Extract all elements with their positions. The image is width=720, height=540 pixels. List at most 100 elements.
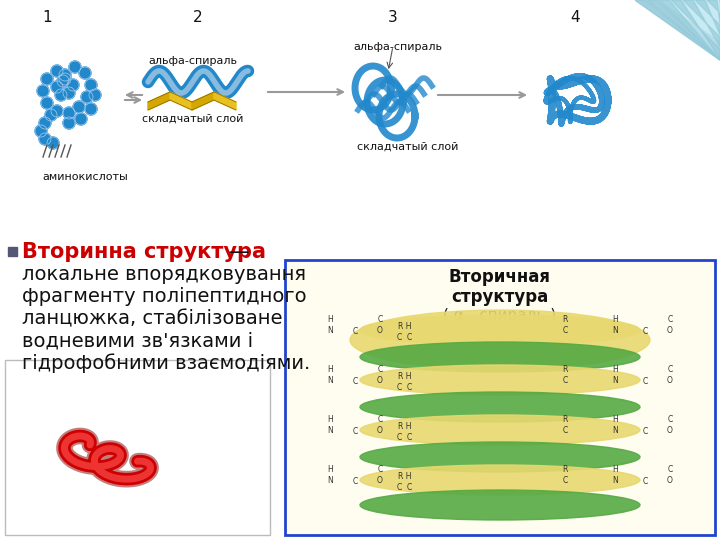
Text: локальне впорядковування: локальне впорядковування: [22, 266, 306, 285]
Polygon shape: [635, 0, 720, 60]
Circle shape: [39, 133, 51, 145]
Ellipse shape: [360, 392, 640, 422]
Ellipse shape: [360, 365, 640, 395]
Text: R
C: R C: [562, 465, 567, 485]
Ellipse shape: [350, 310, 650, 370]
Circle shape: [45, 109, 57, 121]
Text: H
N: H N: [612, 465, 618, 485]
Circle shape: [51, 81, 63, 93]
Polygon shape: [659, 0, 720, 60]
Ellipse shape: [360, 342, 640, 372]
Text: Вторичная: Вторичная: [449, 268, 551, 286]
Circle shape: [81, 91, 93, 103]
Circle shape: [85, 103, 97, 115]
Circle shape: [39, 117, 51, 129]
Text: C: C: [642, 428, 647, 436]
Circle shape: [67, 79, 79, 91]
Text: ланцюжка, стабілізоване: ланцюжка, стабілізоване: [22, 309, 282, 328]
Text: C
O: C O: [377, 465, 383, 485]
Text: C
O: C O: [377, 415, 383, 435]
Text: H
N: H N: [327, 415, 333, 435]
Text: водневими зв'язками і: водневими зв'язками і: [22, 332, 253, 350]
Bar: [8, 247, 17, 256]
Text: H
N: H N: [327, 315, 333, 335]
Circle shape: [63, 107, 75, 119]
Circle shape: [51, 65, 63, 77]
Bar: [285, 260, 715, 535]
Text: 4: 4: [570, 10, 580, 25]
Circle shape: [51, 105, 63, 117]
Text: R
C: R C: [562, 365, 567, 384]
Circle shape: [59, 69, 71, 81]
Ellipse shape: [360, 490, 640, 520]
Polygon shape: [170, 92, 192, 110]
Text: альфа-спираль: альфа-спираль: [148, 56, 238, 66]
Ellipse shape: [360, 415, 640, 445]
Circle shape: [55, 89, 67, 101]
Text: 2: 2: [193, 10, 202, 25]
Text: C
O: C O: [667, 365, 673, 384]
Polygon shape: [148, 92, 170, 110]
Circle shape: [63, 117, 75, 129]
Polygon shape: [635, 0, 720, 60]
Text: структура: структура: [451, 288, 549, 306]
Circle shape: [59, 73, 71, 85]
Polygon shape: [707, 0, 720, 23]
Text: H
N: H N: [327, 465, 333, 485]
Text: C: C: [642, 377, 647, 387]
Text: складчатый слой: складчатый слой: [143, 114, 243, 124]
Bar: [5, 360, 270, 535]
Text: R H
C  C: R H C C: [397, 322, 413, 342]
Polygon shape: [719, 0, 720, 11]
Text: C: C: [642, 327, 647, 336]
Polygon shape: [647, 0, 720, 60]
Text: H
N: H N: [612, 315, 618, 335]
Text: R
C: R C: [562, 315, 567, 335]
Text: C: C: [352, 477, 358, 487]
Circle shape: [37, 85, 49, 97]
Text: C
O: C O: [377, 365, 383, 384]
Text: ( α - спираль ): ( α - спираль ): [444, 308, 557, 323]
Circle shape: [35, 125, 47, 137]
Circle shape: [47, 137, 59, 149]
Polygon shape: [683, 0, 720, 47]
Polygon shape: [695, 0, 720, 35]
Circle shape: [75, 113, 87, 125]
Circle shape: [79, 67, 91, 79]
Text: R H
C  C: R H C C: [397, 472, 413, 492]
Text: R
C: R C: [562, 415, 567, 435]
Text: гідрофобними взаємодіями.: гідрофобними взаємодіями.: [22, 353, 310, 373]
Ellipse shape: [360, 442, 640, 472]
Circle shape: [41, 97, 53, 109]
Text: R H
C  C: R H C C: [397, 372, 413, 391]
Text: C: C: [352, 377, 358, 387]
Text: 1: 1: [42, 10, 52, 25]
Text: H
N: H N: [327, 365, 333, 384]
Circle shape: [69, 61, 81, 73]
Text: C
O: C O: [667, 315, 673, 335]
Text: —: —: [222, 242, 250, 262]
Circle shape: [89, 89, 101, 101]
Text: C
O: C O: [377, 315, 383, 335]
Text: C: C: [642, 477, 647, 487]
Text: C
O: C O: [667, 465, 673, 485]
Text: аминокислоты: аминокислоты: [42, 172, 127, 182]
Text: складчатый слой: складчатый слой: [357, 142, 459, 152]
Ellipse shape: [360, 465, 640, 495]
Text: 3: 3: [388, 10, 397, 25]
Ellipse shape: [360, 315, 640, 345]
Text: C
O: C O: [667, 415, 673, 435]
Polygon shape: [214, 92, 236, 110]
Polygon shape: [192, 92, 214, 110]
Circle shape: [41, 73, 53, 85]
Text: H
N: H N: [612, 365, 618, 384]
Text: фрагменту поліпептидного: фрагменту поліпептидного: [22, 287, 307, 307]
Text: H
N: H N: [612, 415, 618, 435]
Text: Вторинна структура: Вторинна структура: [22, 242, 266, 262]
Text: альфа-спираль: альфа-спираль: [354, 42, 443, 52]
Circle shape: [57, 75, 69, 87]
Polygon shape: [671, 0, 720, 59]
Text: C: C: [352, 428, 358, 436]
Circle shape: [73, 101, 85, 113]
Text: R H
C  C: R H C C: [397, 422, 413, 442]
